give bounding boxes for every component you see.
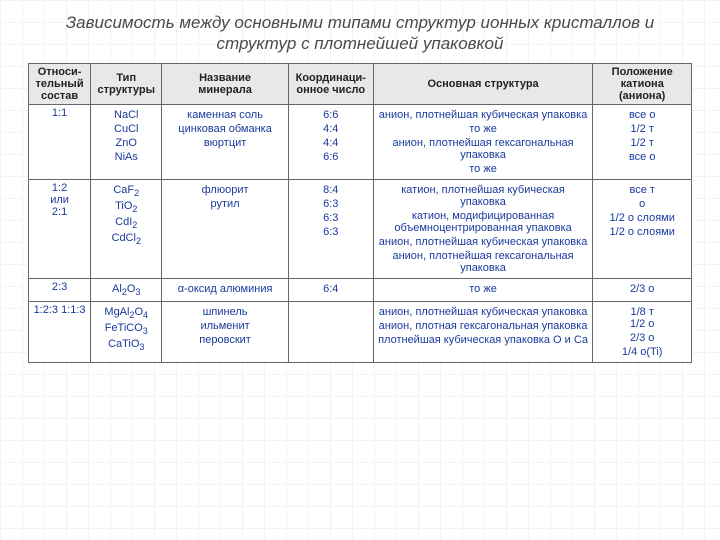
cell-coord: 6:4	[288, 278, 373, 301]
cell-mineral: α-оксид алюминия	[162, 278, 288, 301]
cell-ratio: 1:2:3 1:1:3	[29, 301, 91, 362]
cell-type: NaClCuClZnONiAs	[91, 104, 162, 179]
table-header-row: Относи-тельныйсостав Типструктуры Назван…	[29, 63, 692, 104]
table-row: 2:3Al2O3α-оксид алюминия6:4то же2/3 о	[29, 278, 692, 301]
header-position: Положениекатиона(аниона)	[593, 63, 692, 104]
table-row: 1:2:3 1:1:3MgAl2O4FeTiCO3CaTiO3шпинельил…	[29, 301, 692, 362]
table-row: 1:1NaClCuClZnONiAsкаменная сольцинковая …	[29, 104, 692, 179]
cell-type: CaF2TiO2CdI2CdCl2	[91, 179, 162, 278]
cell-ratio: 1:2или2:1	[29, 179, 91, 278]
cell-structure: анион, плотнейшая кубическая упаковкаани…	[373, 301, 593, 362]
header-structure: Основная структура	[373, 63, 593, 104]
cell-coord: 6:64:44:46:6	[288, 104, 373, 179]
cell-coord: 8:46:36:36:3	[288, 179, 373, 278]
cell-type: MgAl2O4FeTiCO3CaTiO3	[91, 301, 162, 362]
header-mineral: Названиеминерала	[162, 63, 288, 104]
cell-position: 2/3 о	[593, 278, 692, 301]
cell-type: Al2O3	[91, 278, 162, 301]
cell-position: 1/8 т1/2 о2/3 о1/4 о(Ti)	[593, 301, 692, 362]
cell-ratio: 2:3	[29, 278, 91, 301]
page-title: Зависимость между основными типами струк…	[28, 12, 692, 55]
cell-structure: анион, плотнейшая кубическая упаковкато …	[373, 104, 593, 179]
cell-structure: то же	[373, 278, 593, 301]
table-body: 1:1NaClCuClZnONiAsкаменная сольцинковая …	[29, 104, 692, 362]
cell-mineral: каменная сольцинковая обманкавюртцит	[162, 104, 288, 179]
cell-ratio: 1:1	[29, 104, 91, 179]
cell-coord	[288, 301, 373, 362]
cell-position: все то1/2 о слоями1/2 о слоями	[593, 179, 692, 278]
cell-position: все о1/2 т1/2 твсе о	[593, 104, 692, 179]
header-type: Типструктуры	[91, 63, 162, 104]
header-ratio: Относи-тельныйсостав	[29, 63, 91, 104]
cell-mineral: шпинельильменитперовскит	[162, 301, 288, 362]
table-row: 1:2или2:1CaF2TiO2CdI2CdCl2флюоритрутил 8…	[29, 179, 692, 278]
cell-structure: катион, плотнейшая кубическая упаковкака…	[373, 179, 593, 278]
crystal-structure-table: Относи-тельныйсостав Типструктуры Назван…	[28, 63, 692, 363]
header-coord: Координаци-онное число	[288, 63, 373, 104]
cell-mineral: флюоритрутил	[162, 179, 288, 278]
